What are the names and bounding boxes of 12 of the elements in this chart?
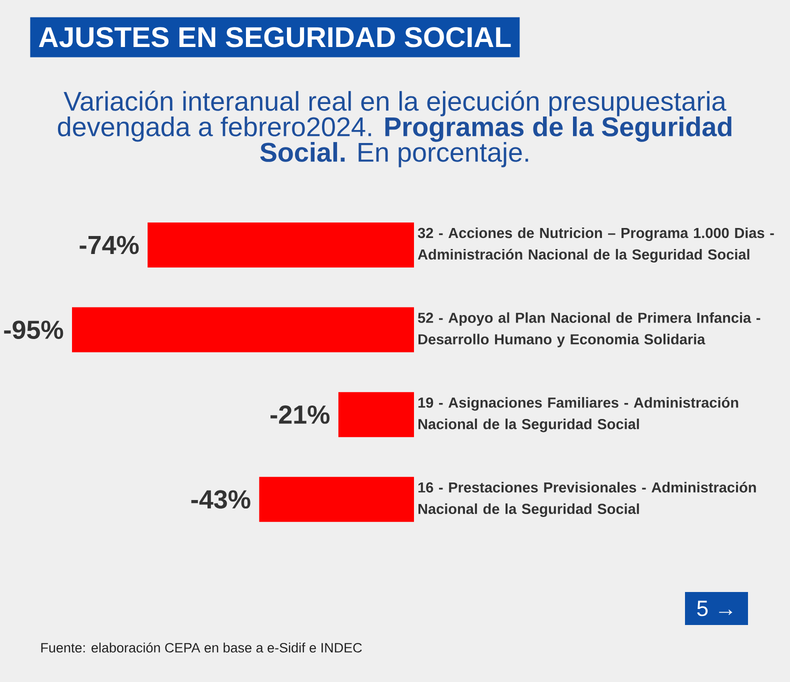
y-tick-label: 32 - Acciones de Nutricion – Programa 1.000 Dias - Administración Nacional de la Seguridad Social [418,227,774,263]
y-tick-label: 16 - Prestaciones Previsionales - Administración Nacional de la Seguridad Social [418,482,756,517]
data-label: -21% [270,405,330,424]
chart-title: AJUSTES EN SEGURIDAD SOCIAL [38,27,511,48]
data-label: -43% [191,490,250,509]
y-tick-label: 52 - Apoyo al Plan Nacional de Primera Infancia - Desarrollo Humano y Economia Solidaria [418,312,760,348]
y-tick-label: 19 - Asignaciones Familiares - Administración Nacional de la Seguridad Social [418,396,738,432]
data-label: -95% [4,320,64,339]
data-label: -74% [80,236,139,254]
source-note: Fuente: elaboración CEPA en base a e-Sidif e INDEC [41,642,362,653]
text: Variación interanual real en la ejecución presupuestaria devengada a febrero2024. Programas de la Seguridad Social. En porcentaje. [58,90,732,168]
text: 5 → [697,600,732,616]
